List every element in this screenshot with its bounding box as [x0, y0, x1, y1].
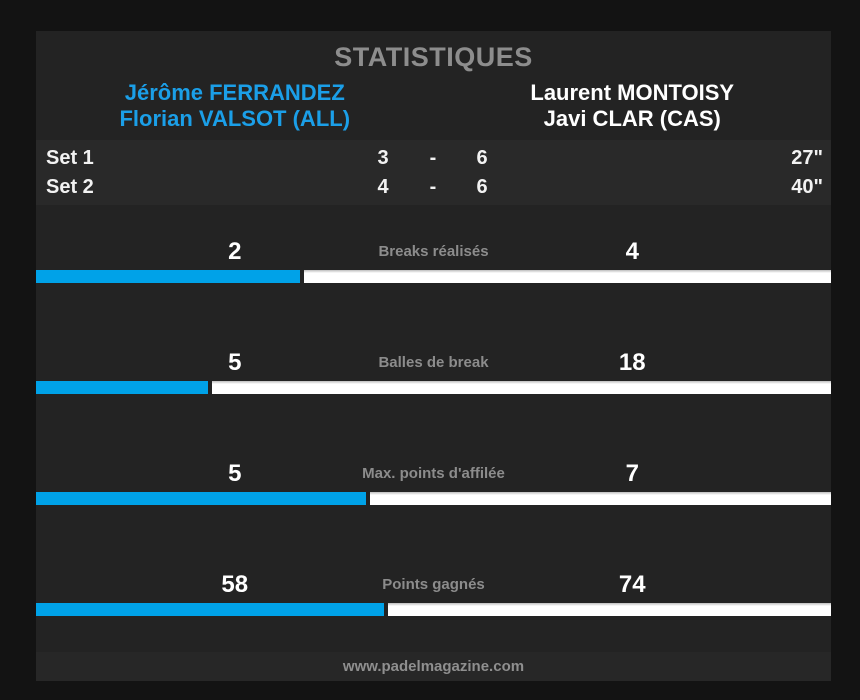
stat-bar-right-segment [211, 381, 831, 394]
stat-value-left: 5 [228, 460, 242, 487]
team-names-row: Jérôme FERRANDEZ Florian VALSOT (ALL) La… [36, 80, 831, 132]
stat-text-row: 2 Breaks réalisés 4 [36, 236, 831, 268]
stat-text-row: 58 Points gagnés 74 [36, 569, 831, 601]
set-duration: 40" [791, 176, 823, 198]
team-left-name: Jérôme FERRANDEZ Florian VALSOT (ALL) [36, 80, 434, 132]
team-right-line1: Laurent MONTOISY [530, 80, 735, 105]
stat-bar-left-segment [36, 603, 384, 616]
stat-bar-right-segment [369, 492, 831, 505]
team-left-line1: Jérôme FERRANDEZ [124, 80, 345, 105]
set-score-separator: - [429, 176, 437, 198]
team-right-line2: Javi CLAR (CAS) [543, 106, 721, 131]
stat-value-right: 74 [618, 571, 646, 598]
set-score-separator: - [429, 147, 437, 169]
stat-text-row: 5 Balles de break 18 [36, 347, 831, 379]
stat-text-row: 5 Max. points d'affilée 7 [36, 458, 831, 490]
stat-label: Points gagnés [382, 576, 485, 593]
set-row: Set 2 4 - 6 40" [36, 173, 831, 202]
stat-value-right: 7 [625, 460, 639, 487]
stat-bar [36, 603, 831, 616]
stat-value-right: 4 [625, 238, 639, 265]
set-score-left: 3 [377, 147, 389, 169]
set-score-left: 4 [377, 176, 389, 198]
stat-value-left: 5 [228, 349, 242, 376]
set-duration: 27" [791, 147, 823, 169]
stat-bar [36, 270, 831, 283]
stat-group: 5 Balles de break 18 [36, 347, 831, 394]
stat-group: 5 Max. points d'affilée 7 [36, 458, 831, 505]
stats-section: 2 Breaks réalisés 4 5 Balles de break 18… [36, 31, 831, 681]
set-label: Set 1 [46, 147, 94, 169]
set-score-right: 6 [476, 176, 488, 198]
stat-value-left: 58 [221, 571, 249, 598]
set-row: Set 1 3 - 6 27" [36, 144, 831, 173]
set-scores-section: Set 1 3 - 6 27" Set 2 4 - 6 40" [36, 140, 831, 205]
stat-bar-right-segment [303, 270, 831, 283]
team-left-line2: Florian VALSOT (ALL) [119, 106, 351, 131]
team-right-name: Laurent MONTOISY Javi CLAR (CAS) [434, 80, 832, 132]
stat-bar-left-segment [36, 492, 366, 505]
stat-label: Max. points d'affilée [362, 465, 505, 482]
stat-bar-left-segment [36, 381, 208, 394]
set-label: Set 2 [46, 176, 94, 198]
footer-url: www.padelmagazine.com [36, 652, 831, 681]
set-score-right: 6 [476, 147, 488, 169]
stat-bar-right-segment [387, 603, 831, 616]
stat-group: 2 Breaks réalisés 4 [36, 236, 831, 283]
stat-label: Balles de break [378, 354, 489, 371]
stat-value-right: 18 [618, 349, 646, 376]
stat-label: Breaks réalisés [378, 243, 489, 260]
page-title: STATISTIQUES [334, 42, 533, 72]
stat-bar-left-segment [36, 270, 300, 283]
stats-panel: STATISTIQUES Jérôme FERRANDEZ Florian VA… [36, 31, 831, 681]
stat-bar [36, 381, 831, 394]
stat-bar [36, 492, 831, 505]
stat-group: 58 Points gagnés 74 [36, 569, 831, 616]
stat-value-left: 2 [228, 238, 242, 265]
